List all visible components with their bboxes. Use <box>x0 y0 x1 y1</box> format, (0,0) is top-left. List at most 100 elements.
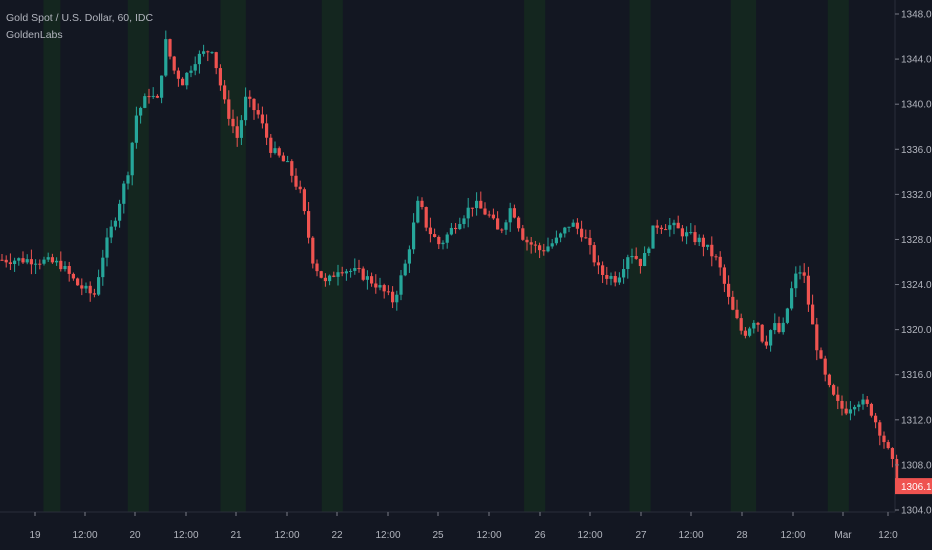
candle-body-96 <box>403 263 407 276</box>
candle-body-21 <box>88 285 92 294</box>
x-tick-label-1: 12:00 <box>72 530 97 541</box>
candle-body-168 <box>706 244 710 247</box>
candle-body-65 <box>273 148 277 153</box>
x-tick-label-12: 27 <box>635 530 647 541</box>
x-tick-label-6: 22 <box>331 530 343 541</box>
candle-body-51 <box>214 52 218 69</box>
indicator-name[interactable]: GoldenLabs <box>6 29 63 41</box>
candle-body-156 <box>655 225 659 228</box>
session-band-1 <box>127 0 149 512</box>
candle-body-72 <box>302 189 306 212</box>
candle-body-209 <box>878 422 882 436</box>
candle-body-206 <box>865 399 869 404</box>
last-price-tag <box>895 478 932 495</box>
candle-body-113 <box>475 200 479 209</box>
candle-body-167 <box>701 237 705 247</box>
session-band-0 <box>43 0 61 512</box>
candle-body-57 <box>239 120 243 138</box>
candle-body-42 <box>176 70 180 79</box>
x-tick-label-15: 12:00 <box>780 530 805 541</box>
candle-body-114 <box>479 200 483 209</box>
candle-body-208 <box>874 415 878 423</box>
candle-body-211 <box>886 442 890 449</box>
candle-body-157 <box>659 227 663 230</box>
candle-body-180 <box>756 322 760 325</box>
candle-body-91 <box>382 285 386 292</box>
candle-body-192 <box>806 275 810 305</box>
candle-body-75 <box>315 263 319 272</box>
candle-body-127 <box>533 244 537 246</box>
candle-body-140 <box>588 237 592 246</box>
candle-body-212 <box>890 448 894 459</box>
candle-body-138 <box>580 228 584 238</box>
candle-body-142 <box>596 262 600 266</box>
x-tick-label-4: 21 <box>230 530 242 541</box>
candle-body-117 <box>491 214 495 219</box>
symbol-title[interactable]: Gold Spot / U.S. Dollar, 60, IDC <box>6 12 154 24</box>
candle-body-166 <box>697 237 701 243</box>
candle-body-47 <box>197 53 201 65</box>
candle-body-185 <box>777 323 781 333</box>
candle-body-175 <box>735 309 739 319</box>
candle-body-22 <box>92 293 96 295</box>
candle-body-146 <box>613 276 617 283</box>
candle-body-77 <box>323 277 327 282</box>
x-tick-label-7: 12:00 <box>375 530 400 541</box>
candle-body-15 <box>63 266 67 270</box>
candle-body-187 <box>785 308 789 323</box>
candle-body-45 <box>189 70 193 73</box>
candle-body-60 <box>252 98 256 111</box>
candle-body-50 <box>210 52 214 54</box>
session-band-3 <box>321 0 343 512</box>
candle-body-93 <box>391 291 395 303</box>
candle-body-201 <box>844 408 848 414</box>
candle-body-34 <box>143 96 147 108</box>
candle-body-205 <box>861 399 865 405</box>
x-tick-label-13: 12:00 <box>678 530 703 541</box>
candle-body-141 <box>592 245 596 263</box>
candle-body-2 <box>8 262 12 265</box>
candle-body-153 <box>643 253 647 267</box>
candle-body-133 <box>559 233 563 238</box>
candle-body-12 <box>50 257 54 263</box>
candle-body-110 <box>462 218 466 225</box>
candle-body-37 <box>155 95 159 98</box>
candle-body-174 <box>731 296 735 310</box>
candle-body-89 <box>374 283 378 288</box>
y-tick-label-11: 1348.00 <box>901 10 932 21</box>
candle-body-92 <box>386 291 390 293</box>
candle-body-102 <box>428 227 432 235</box>
candle-body-80 <box>336 272 340 277</box>
candle-body-103 <box>433 234 437 237</box>
candle-body-130 <box>546 246 550 252</box>
session-band-5 <box>524 0 546 512</box>
candle-body-4 <box>17 258 21 261</box>
candle-body-88 <box>370 276 374 284</box>
candle-body-176 <box>739 318 743 331</box>
candle-body-29 <box>122 183 126 204</box>
candle-body-111 <box>466 207 470 219</box>
y-tick-label-4: 1320.00 <box>901 325 932 336</box>
candle-body-115 <box>483 208 487 215</box>
candle-body-71 <box>298 186 302 190</box>
candle-body-83 <box>349 270 353 272</box>
candle-body-52 <box>218 68 222 86</box>
candle-body-16 <box>67 266 71 274</box>
candle-body-43 <box>181 78 185 86</box>
candle-body-190 <box>798 272 802 274</box>
candle-body-186 <box>781 322 785 333</box>
candle-body-62 <box>260 114 264 124</box>
candle-body-119 <box>500 229 504 231</box>
candle-body-10 <box>42 259 46 264</box>
candle-body-81 <box>340 272 344 274</box>
x-tick-label-2: 20 <box>129 530 141 541</box>
candle-body-61 <box>256 110 260 115</box>
candle-body-169 <box>710 244 714 257</box>
candle-body-155 <box>651 225 655 249</box>
y-tick-label-6: 1328.00 <box>901 235 932 246</box>
candle-body-162 <box>680 228 684 237</box>
candle-body-95 <box>399 275 403 295</box>
x-tick-label-9: 12:00 <box>476 530 501 541</box>
candle-body-19 <box>80 285 84 289</box>
